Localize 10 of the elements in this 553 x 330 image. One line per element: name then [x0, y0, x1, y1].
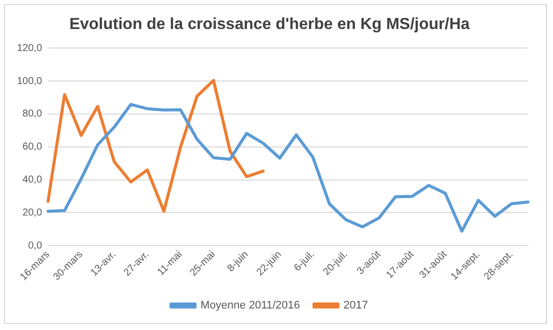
y-tick-label: 20,0	[22, 207, 42, 218]
y-tick-label: 40,0	[22, 174, 42, 186]
chart-title: Evolution de la croissance d'herbe en Kg MS/jour/Ha	[69, 16, 470, 34]
legend-label: Moyenne 2011/2016	[200, 300, 300, 312]
y-tick-label: 60,0	[22, 142, 42, 153]
y-tick-label: 0,0	[28, 240, 42, 252]
legend-label: 2017	[344, 300, 368, 312]
y-tick-label: 120,0	[16, 42, 42, 54]
y-tick-label: 100,0	[16, 76, 42, 87]
y-tick-label: 80,0	[22, 108, 42, 120]
